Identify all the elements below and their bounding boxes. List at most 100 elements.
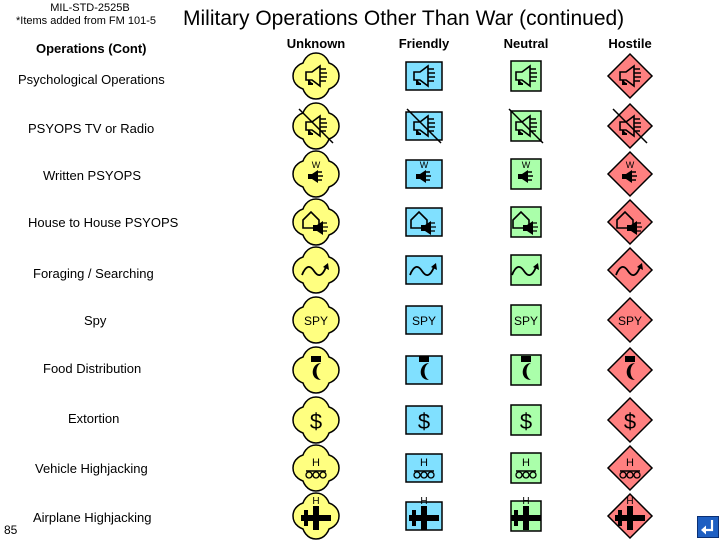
symbol-neutral-vehicle-hijack-icon: H xyxy=(499,441,553,495)
airplane-hijack-icon: H xyxy=(510,496,542,532)
symbol-friendly-crescent-bowl-icon xyxy=(397,343,451,397)
house-speaker-icon xyxy=(510,206,542,238)
svg-text:SPY: SPY xyxy=(514,314,538,328)
symbol-unknown-house-speaker-icon xyxy=(289,195,343,249)
row-label-foraging-searching: Foraging / Searching xyxy=(33,266,154,281)
svg-text:SPY: SPY xyxy=(618,314,642,328)
symbol-friendly-house-speaker-icon xyxy=(397,195,451,249)
symbol-hostile-dollar-icon: $ xyxy=(603,393,657,447)
svg-text:H: H xyxy=(420,457,428,469)
column-header-hostile: Hostile xyxy=(608,36,652,51)
searching-arrow-icon xyxy=(405,255,443,285)
column-header-unknown: Unknown xyxy=(286,36,346,51)
symbol-neutral-searching-arrow-icon xyxy=(499,243,553,297)
tv-radio-speaker-icon xyxy=(606,102,654,150)
vehicle-hijack-icon: H xyxy=(292,444,340,492)
symbol-friendly-vehicle-hijack-icon: H xyxy=(397,441,451,495)
loudspeaker-icon xyxy=(606,52,654,100)
written-speaker-icon: W xyxy=(405,159,443,189)
return-arrow-icon xyxy=(701,520,714,535)
loudspeaker-icon xyxy=(292,52,340,100)
symbol-friendly-dollar-icon: $ xyxy=(397,393,451,447)
spy-text-icon: SPY xyxy=(606,296,654,344)
dollar-icon: $ xyxy=(606,396,654,444)
airplane-hijack-icon: H xyxy=(606,492,654,540)
svg-text:$: $ xyxy=(310,409,322,434)
page-title: Military Operations Other Than War (cont… xyxy=(183,7,625,30)
written-speaker-icon: W xyxy=(510,158,542,190)
row-label-spy: Spy xyxy=(84,313,107,328)
written-speaker-icon: W xyxy=(606,150,654,198)
row-label-psychological-operations: Psychological Operations xyxy=(18,72,165,87)
symbol-unknown-searching-arrow-icon xyxy=(289,243,343,297)
house-speaker-icon xyxy=(606,198,654,246)
symbol-unknown-airplane-hijack-icon: H xyxy=(289,489,343,543)
symbol-unknown-spy-text-icon: SPY xyxy=(289,293,343,347)
svg-text:$: $ xyxy=(624,409,636,434)
symbol-hostile-loudspeaker-icon xyxy=(603,49,657,103)
symbol-hostile-written-speaker-icon: W xyxy=(603,147,657,201)
row-label-airplane-highjacking: Airplane Highjacking xyxy=(33,510,152,525)
symbol-neutral-spy-text-icon: SPY xyxy=(499,293,553,347)
symbol-unknown-vehicle-hijack-icon: H xyxy=(289,441,343,495)
svg-text:H: H xyxy=(420,496,427,507)
spy-text-icon: SPY xyxy=(405,305,443,335)
svg-text:W: W xyxy=(420,160,429,170)
symbol-hostile-house-speaker-icon xyxy=(603,195,657,249)
return-button[interactable] xyxy=(697,516,719,538)
svg-text:H: H xyxy=(626,457,634,469)
svg-text:H: H xyxy=(312,496,319,507)
symbol-unknown-crescent-bowl-icon xyxy=(289,343,343,397)
symbol-hostile-searching-arrow-icon xyxy=(603,243,657,297)
searching-arrow-icon xyxy=(292,246,340,294)
searching-arrow-icon xyxy=(510,254,542,286)
symbol-neutral-crescent-bowl-icon xyxy=(499,343,553,397)
symbol-neutral-airplane-hijack-icon: H xyxy=(499,489,553,543)
svg-text:$: $ xyxy=(520,409,532,434)
row-label-extortion: Extortion xyxy=(68,411,120,426)
source-note: *Items added from FM 101-5 xyxy=(15,15,156,27)
spy-text-icon: SPY xyxy=(292,296,340,344)
symbol-neutral-written-speaker-icon: W xyxy=(499,147,553,201)
symbol-friendly-airplane-hijack-icon: H xyxy=(397,489,451,543)
symbol-friendly-tv-radio-speaker-icon xyxy=(397,99,451,153)
crescent-bowl-icon xyxy=(405,355,443,385)
vehicle-hijack-icon: H xyxy=(405,453,443,483)
tv-radio-speaker-icon xyxy=(292,102,340,150)
symbol-neutral-dollar-icon: $ xyxy=(499,393,553,447)
svg-text:H: H xyxy=(522,457,530,469)
svg-text:$: $ xyxy=(418,409,430,434)
spy-text-icon: SPY xyxy=(510,304,542,336)
symbol-friendly-spy-text-icon: SPY xyxy=(397,293,451,347)
row-label-vehicle-highjacking: Vehicle Highjacking xyxy=(35,461,148,476)
row-label-food-distribution: Food Distribution xyxy=(43,361,142,376)
svg-text:H: H xyxy=(312,457,320,469)
standard-label: MIL-STD-2525B xyxy=(50,2,130,14)
symbol-unknown-tv-radio-speaker-icon xyxy=(289,99,343,153)
column-header-friendly: Friendly xyxy=(398,36,450,51)
airplane-hijack-icon: H xyxy=(405,496,443,531)
svg-text:H: H xyxy=(626,496,633,507)
house-speaker-icon xyxy=(292,198,340,246)
airplane-hijack-icon: H xyxy=(292,492,340,540)
tv-radio-speaker-icon xyxy=(508,108,544,144)
row-label-written-psyops: Written PSYOPS xyxy=(43,168,142,183)
loudspeaker-icon xyxy=(405,61,443,91)
symbol-hostile-crescent-bowl-icon xyxy=(603,343,657,397)
loudspeaker-icon xyxy=(510,60,542,92)
symbol-hostile-spy-text-icon: SPY xyxy=(603,293,657,347)
vehicle-hijack-icon: H xyxy=(606,444,654,492)
section-subtitle: Operations (Cont) xyxy=(36,41,147,56)
vehicle-hijack-icon: H xyxy=(510,452,542,484)
page-number: 85 xyxy=(4,523,18,537)
symbol-unknown-written-speaker-icon: W xyxy=(289,147,343,201)
svg-text:W: W xyxy=(626,160,635,170)
symbol-hostile-tv-radio-speaker-icon xyxy=(603,99,657,153)
house-speaker-icon xyxy=(405,207,443,237)
svg-text:W: W xyxy=(522,160,531,170)
symbol-neutral-tv-radio-speaker-icon xyxy=(499,99,553,153)
symbol-unknown-dollar-icon: $ xyxy=(289,393,343,447)
svg-text:SPY: SPY xyxy=(412,314,436,328)
tv-radio-speaker-icon xyxy=(405,108,443,144)
symbol-friendly-searching-arrow-icon xyxy=(397,243,451,297)
